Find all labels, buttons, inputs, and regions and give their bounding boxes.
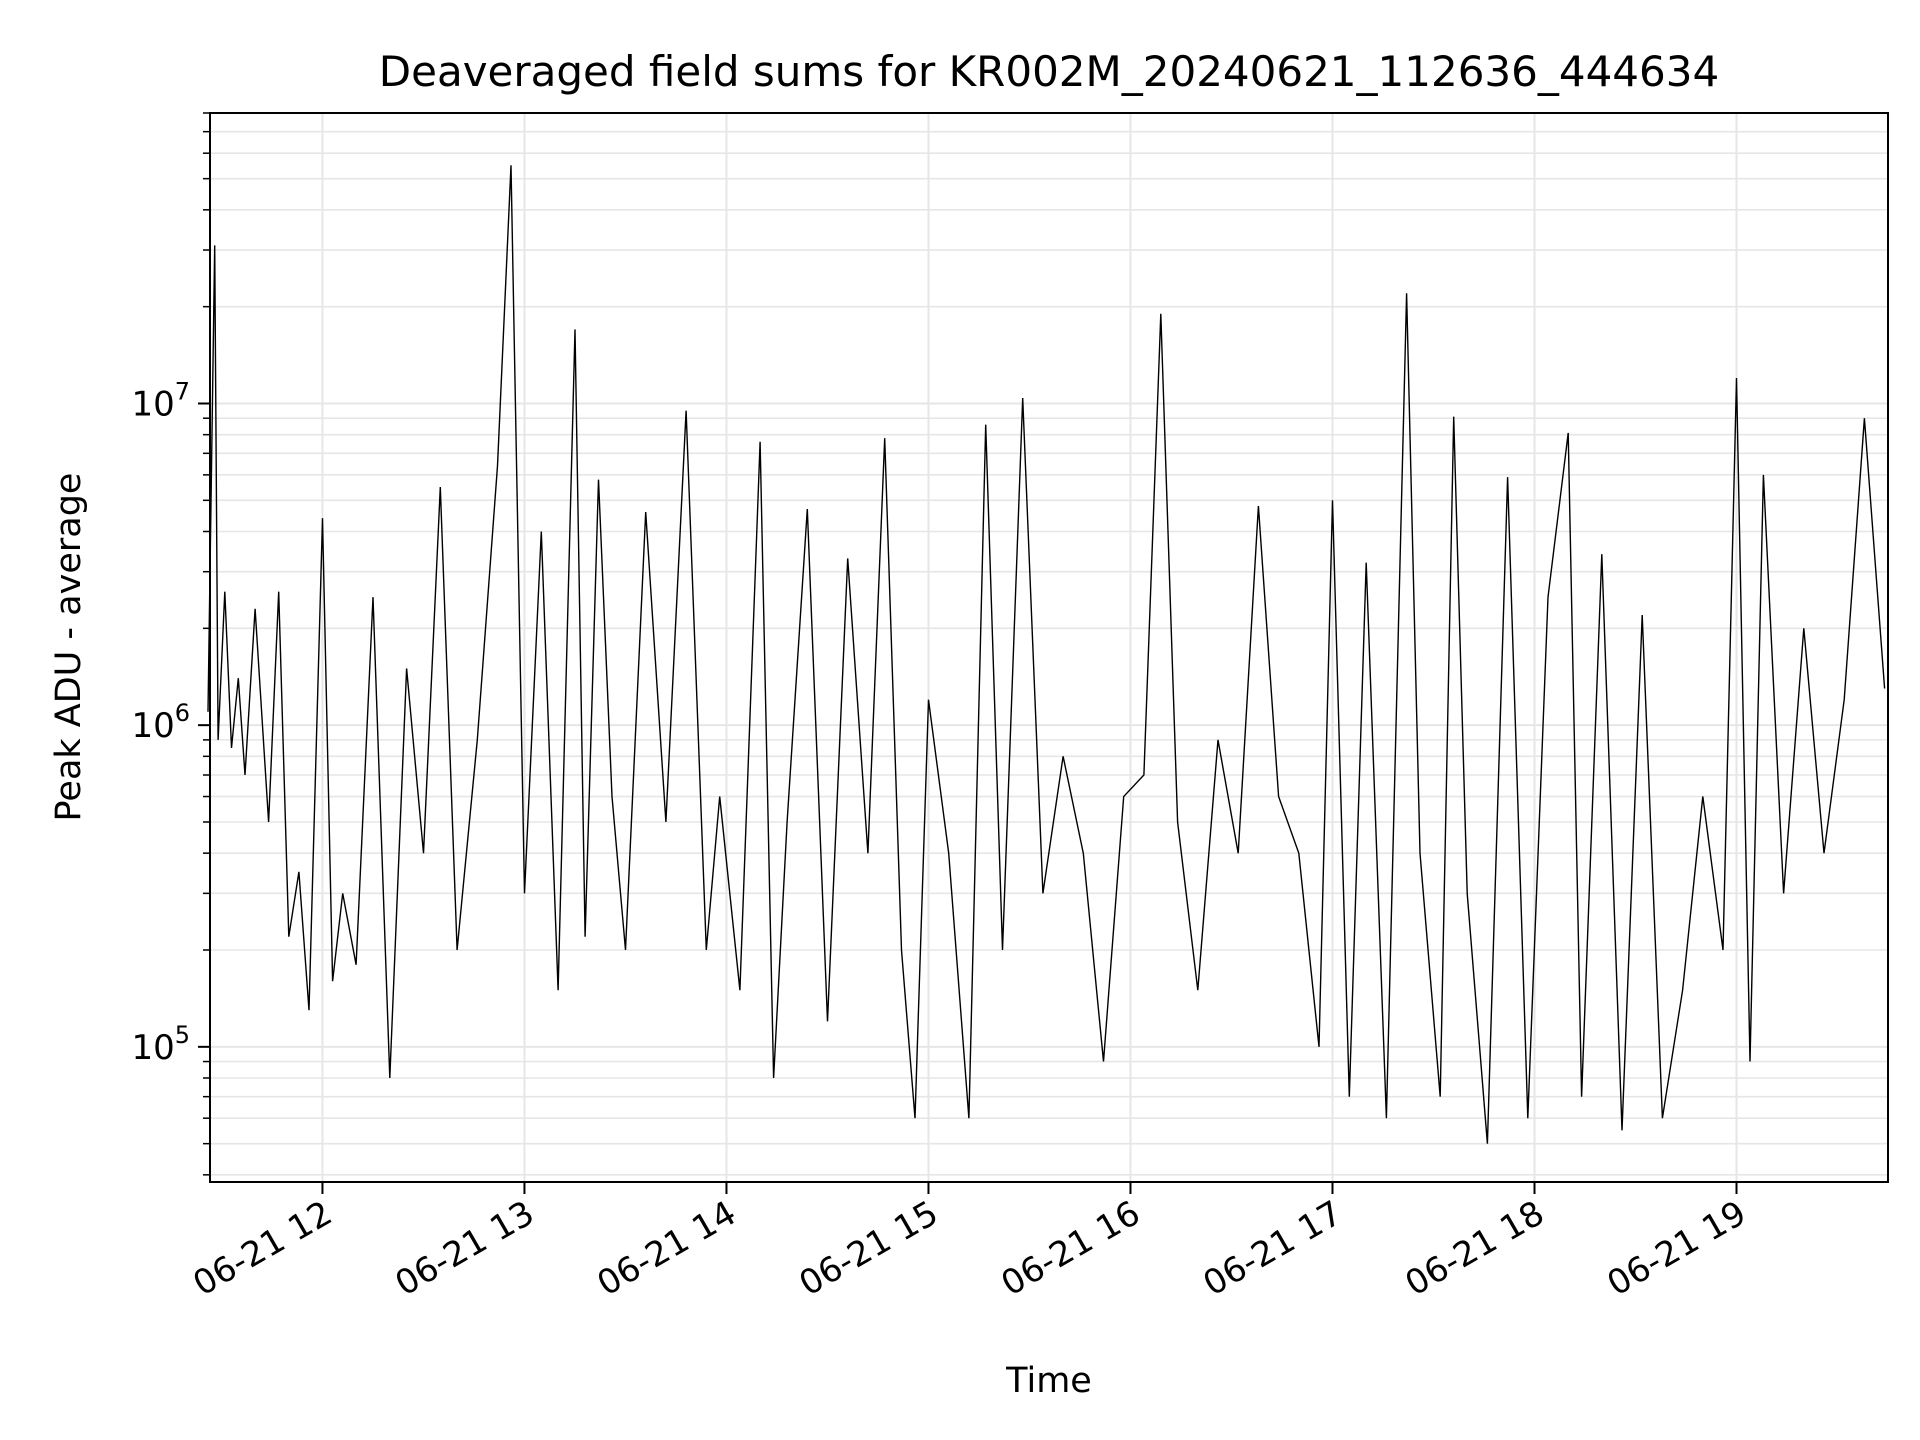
y-axis-ticks: 105 106 107: [131, 112, 210, 1176]
x-axis-title: Time: [1005, 1361, 1092, 1401]
grid-lines: [210, 112, 1888, 1182]
x-tick-label: 06-21 14: [591, 1193, 743, 1304]
series-line-0: [207, 165, 1886, 1144]
x-tick-label: 06-21 18: [1399, 1193, 1551, 1304]
x-tick-label: 06-21 15: [793, 1193, 945, 1304]
series-layer: [207, 165, 1886, 1144]
y-axis-title: Peak ADU - average: [49, 473, 89, 822]
x-tick-label: 06-21 19: [1601, 1193, 1753, 1304]
x-tick-label: 06-21 17: [1197, 1193, 1349, 1304]
y-tick-label: 106: [131, 699, 190, 746]
x-axis-ticks: 06-21 12 06-21 13 06-21 14 06-21 15 06-21 16…: [187, 1182, 1753, 1304]
chart-title: Deaveraged field sums for KR002M_2024062…: [379, 47, 1719, 96]
x-tick-label: 06-21 12: [187, 1193, 339, 1304]
x-tick-label: 06-21 13: [389, 1193, 541, 1304]
y-tick-label: 107: [131, 377, 190, 424]
x-tick-label: 06-21 16: [995, 1193, 1147, 1304]
y-tick-label: 105: [131, 1021, 190, 1068]
plot-frame: [209, 112, 1889, 1183]
